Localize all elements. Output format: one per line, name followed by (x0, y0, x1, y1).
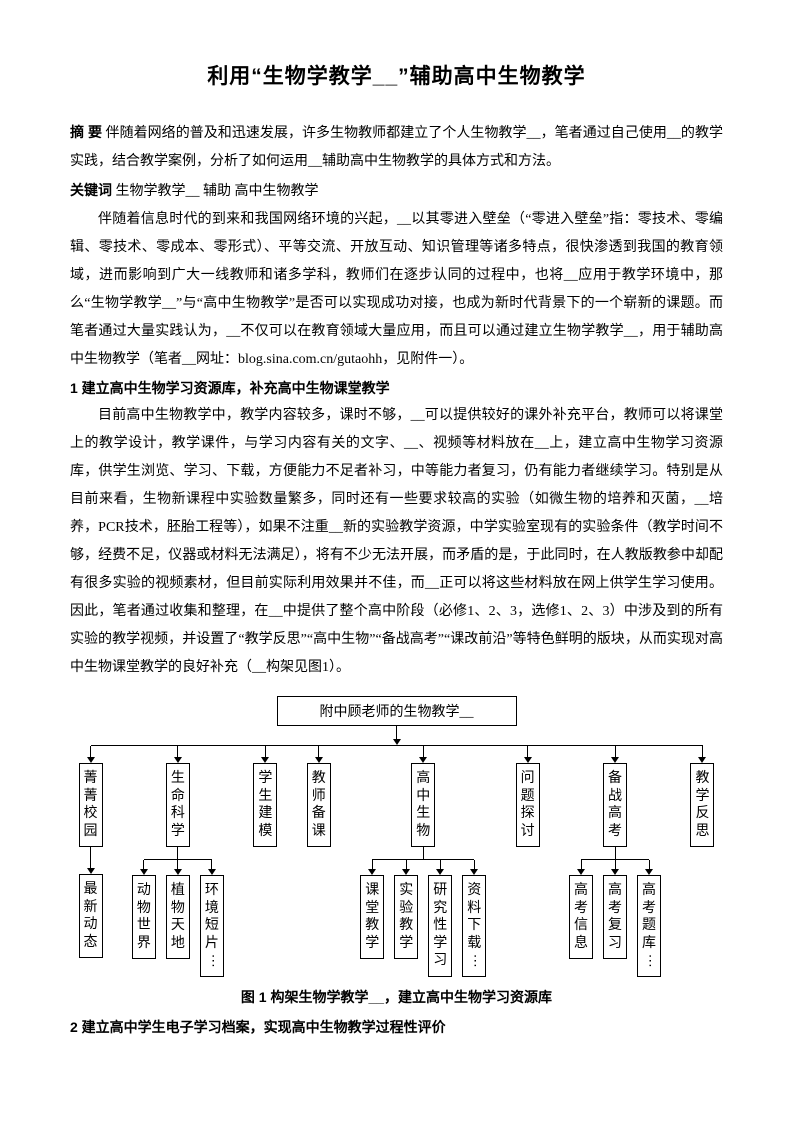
tree-connector (396, 726, 397, 740)
tree-children: 最新动态 (79, 859, 103, 958)
tree-branch: 菁菁校园最新动态 (79, 746, 103, 977)
section-1-heading: 1 建立高中生物学习资源库，补充高中生物课堂教学 (70, 374, 723, 402)
tree-node: 最新动态 (79, 874, 103, 958)
tree-node: 环境短片⋯ (200, 875, 224, 977)
tree-root: 附中顾老师的生物教学__ (277, 696, 517, 726)
tree-branch: 教学反思 (690, 746, 714, 977)
abstract-text: 伴随着网络的普及和迅速发展，许多生物教师都建立了个人生物教学__，笔者通过自己使… (70, 126, 723, 169)
tree-branch: 备战高考高考信息高考复习高考题库⋯ (569, 746, 661, 977)
tree-node: 实验教学 (394, 875, 418, 959)
tree-children: 动物世界植物天地环境短片⋯ (132, 860, 224, 977)
abstract-label: 摘 要 (70, 124, 102, 140)
tree-node: 资料下载⋯ (462, 875, 486, 977)
tree-node: 菁菁校园 (79, 763, 103, 847)
tree-node: 生命科学 (166, 763, 190, 847)
keywords-text: 生物学教学__ 辅助 高中生物教学 (112, 184, 319, 199)
tree-diagram: 附中顾老师的生物教学__ 菁菁校园最新动态 生命科学动物世界植物天地环境短片⋯ 学生… (77, 696, 717, 977)
tree-node: 教师备课 (307, 763, 331, 847)
keywords-label: 关键词 (70, 182, 112, 198)
figure-caption: 图 1 构架生物学教学__，建立高中生物学习资源库 (70, 987, 723, 1007)
tree-node: 研究性学习 (428, 875, 452, 977)
tree-children: 课堂教学实验教学研究性学习资料下载⋯ (360, 860, 486, 977)
tree-children: 高考信息高考复习高考题库⋯ (569, 860, 661, 977)
tree-node: 问题探讨 (516, 763, 540, 847)
tree-branch: 问题探讨 (516, 746, 540, 977)
page-title: 利用“生物学教学__”辅助高中生物教学 (70, 60, 723, 90)
section-2-heading: 2 建立高中学生电子学习档案，实现高中生物教学过程性评价 (70, 1013, 723, 1041)
intro-paragraph: 伴随着信息时代的到来和我国网络环境的兴起，__以其零进入壁垒（“零进入壁垒”指：… (70, 206, 723, 374)
tree-node: 学生建模 (253, 763, 277, 847)
tree-branch: 高中生物课堂教学实验教学研究性学习资料下载⋯ (360, 746, 486, 977)
tree-branch: 生命科学动物世界植物天地环境短片⋯ (132, 746, 224, 977)
tree-node: 植物天地 (166, 875, 190, 959)
tree-node: 动物世界 (132, 875, 156, 959)
tree-node: 高考题库⋯ (637, 875, 661, 977)
abstract: 摘 要 伴随着网络的普及和迅速发展，许多生物教师都建立了个人生物教学__，笔者通… (70, 118, 723, 176)
section-1-body: 目前高中生物教学中，教学内容较多，课时不够，__可以提供较好的课外补充平台，教师… (70, 402, 723, 682)
tree-node: 教学反思 (690, 763, 714, 847)
tree-node: 高考复习 (603, 875, 627, 959)
tree-level1-row: 菁菁校园最新动态 生命科学动物世界植物天地环境短片⋯ 学生建模 教师备课 高中生物课堂教… (79, 746, 715, 977)
tree-node: 高中生物 (411, 763, 435, 847)
tree-node: 课堂教学 (360, 875, 384, 959)
tree-node: 备战高考 (603, 763, 627, 847)
tree-node: 高考信息 (569, 875, 593, 959)
tree-branch: 学生建模 (253, 746, 277, 977)
tree-branch: 教师备课 (307, 746, 331, 977)
keywords: 关键词 生物学教学__ 辅助 高中生物教学 (70, 176, 723, 206)
